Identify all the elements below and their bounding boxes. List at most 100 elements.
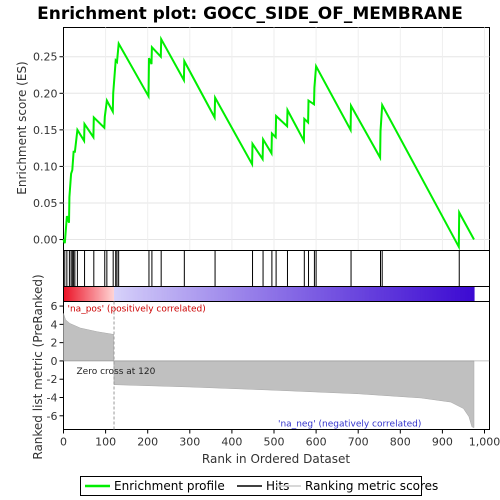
color-bar-strip — [343, 287, 346, 301]
color-bar-strip — [260, 287, 263, 301]
color-bar-strip — [177, 287, 180, 301]
color-bar-strip — [215, 287, 217, 301]
color-bar-strip — [92, 287, 95, 301]
color-bar-strip — [367, 287, 370, 301]
color-bar-strip — [374, 287, 377, 301]
color-bar-strip — [463, 287, 466, 301]
color-bar-strip — [329, 287, 332, 301]
color-bar-strip — [385, 287, 388, 301]
color-bar-strip — [362, 287, 365, 301]
color-bar-strip — [116, 287, 119, 301]
color-bar-strip — [87, 287, 90, 301]
x-tick-label: 1,000 — [469, 436, 500, 449]
color-bar-strip — [332, 287, 335, 301]
color-bar-strip — [126, 287, 129, 301]
color-bar-strip — [221, 287, 224, 301]
legend: Enrichment profile Hits Ranking metric s… — [80, 476, 438, 496]
color-bar-strip — [357, 287, 360, 301]
color-bar-strip — [415, 287, 418, 301]
color-bar-strip — [234, 287, 236, 301]
x-tick-label: 600 — [306, 436, 327, 449]
color-bar-strip — [412, 287, 414, 301]
color-bar-strip — [312, 287, 315, 301]
color-bar-strip — [328, 287, 331, 301]
hit-markers — [64, 251, 460, 286]
color-bar-strip — [155, 287, 158, 301]
color-bar-strip — [434, 287, 437, 301]
color-bar-strip — [169, 287, 172, 301]
color-bar-strip — [449, 287, 452, 301]
color-bar-strip — [203, 287, 206, 301]
color-bar-strip — [405, 287, 408, 301]
color-bar-strip — [335, 287, 337, 301]
x-tick-label: 200 — [137, 436, 158, 449]
color-bar-strip — [283, 287, 286, 301]
color-bar-strip — [442, 287, 445, 301]
color-bar-strip — [346, 287, 349, 301]
rank-color-bar — [63, 287, 475, 301]
color-bar-strip — [313, 287, 316, 301]
color-bar-strip — [441, 287, 443, 301]
color-bar-strip — [338, 287, 341, 301]
color-bar-strip — [287, 287, 289, 301]
color-bar-strip — [226, 287, 229, 301]
color-bar-strip — [369, 287, 372, 301]
color-bar-strip — [452, 287, 455, 301]
x-tick-label: 100 — [95, 436, 116, 449]
color-bar-strip — [455, 287, 457, 301]
color-bar-strip — [206, 287, 209, 301]
color-bar-strip — [71, 287, 73, 301]
color-bar-strip — [193, 287, 196, 301]
color-bar-strip — [88, 287, 91, 301]
color-bar-strip — [167, 287, 169, 301]
color-bar-strip — [413, 287, 416, 301]
color-bar-strip — [198, 287, 201, 301]
color-bar-strip — [278, 287, 281, 301]
color-bar-strip — [240, 287, 243, 301]
color-bar-strip — [242, 287, 245, 301]
x-tick-label: 0 — [60, 436, 67, 449]
color-bar-strip — [63, 287, 66, 301]
color-bar-strip — [164, 287, 167, 301]
color-bar-strip — [300, 287, 303, 301]
color-bar-strip — [259, 287, 262, 301]
metric-y-axis: -6 -4 -2 0 2 4 6 — [47, 300, 64, 423]
color-bar-strip — [110, 287, 113, 301]
color-bar-strip — [74, 287, 77, 301]
color-bar-strip — [322, 287, 325, 301]
color-bar-strip — [95, 287, 97, 301]
color-bar-strip — [256, 287, 259, 301]
color-bar-strip — [444, 287, 447, 301]
color-bar-strip — [341, 287, 344, 301]
color-bar-strip — [165, 287, 168, 301]
color-bar-strip — [158, 287, 161, 301]
color-bar-strip — [64, 287, 67, 301]
color-bar-strip — [433, 287, 436, 301]
color-bar-strip — [140, 287, 143, 301]
color-bar-strip — [245, 287, 248, 301]
color-bar-strip — [199, 287, 202, 301]
color-bar-strip — [388, 287, 390, 301]
color-bar-strip — [304, 287, 307, 301]
color-bar-strip — [381, 287, 384, 301]
color-bar-strip — [448, 287, 451, 301]
color-bar-strip — [261, 287, 264, 301]
es-tick-label: 0.25 — [33, 51, 58, 64]
color-bar-strip — [174, 287, 177, 301]
color-bar-strip — [295, 287, 298, 301]
es-tick-label: 0.05 — [33, 197, 58, 210]
color-bar-strip — [366, 287, 369, 301]
color-bar-strip — [323, 287, 326, 301]
color-bar-strip — [457, 287, 460, 301]
color-bar-strip — [384, 287, 387, 301]
color-bar-strip — [317, 287, 320, 301]
color-bar-strip — [407, 287, 409, 301]
color-bar-strip — [235, 287, 238, 301]
color-bar-strip — [101, 287, 104, 301]
color-bar-strip — [156, 287, 159, 301]
color-bar-strip — [470, 287, 473, 301]
color-bar-strip — [451, 287, 454, 301]
es-tick-label: 0.10 — [33, 160, 58, 173]
color-bar-strip — [194, 287, 197, 301]
